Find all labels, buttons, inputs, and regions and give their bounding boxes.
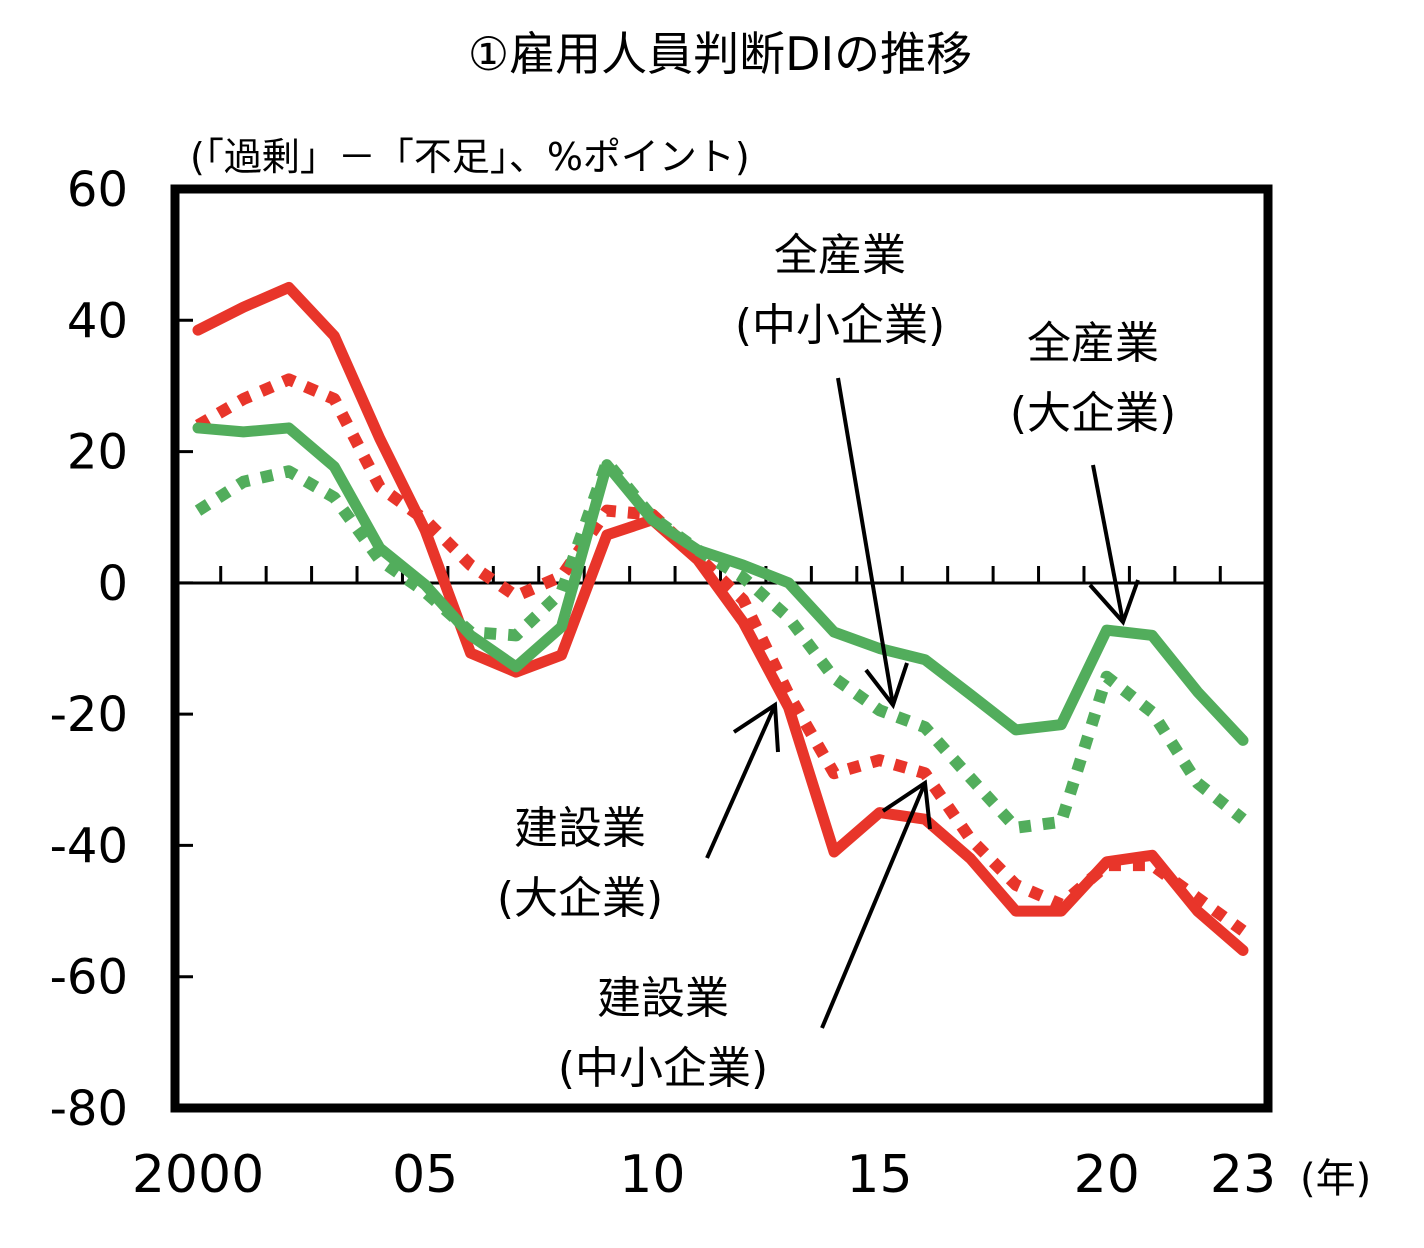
y-tick-label: -80 (50, 1081, 128, 1137)
annotation-construction-large: 建設業 (大企業) (497, 705, 778, 924)
annotation-all-industries-large: 全産業 (大企業) (1010, 318, 1176, 622)
x-tick-label: 10 (619, 1145, 685, 1205)
y-tick-label: 0 (97, 556, 128, 612)
arrow-icon (1090, 465, 1138, 622)
chart-title: ①雇用人員判断DIの推移 (468, 27, 972, 81)
annotation-label: (中小企業) (735, 300, 945, 351)
series-line-1 (198, 379, 1243, 930)
x-tick-label: 20 (1074, 1145, 1140, 1205)
x-tick-label: 05 (392, 1145, 458, 1205)
x-tick-label: 15 (846, 1145, 912, 1205)
arrow-icon (707, 705, 778, 858)
annotation-label: (中小企業) (558, 1043, 768, 1094)
y-tick-label: -60 (50, 950, 128, 1006)
series-line-3 (198, 462, 1243, 828)
x-tick-label: 2000 (132, 1145, 264, 1205)
series-line-0 (198, 287, 1243, 950)
annotation-label: (大企業) (1010, 388, 1176, 439)
x-tick-label: 23 (1210, 1145, 1276, 1205)
annotation-label: 建設業 (514, 803, 646, 854)
annotation-label: 全産業 (1027, 318, 1159, 369)
y-tick-label: 20 (67, 425, 128, 481)
y-tick-label: -20 (50, 687, 128, 743)
y-tick-label: 60 (67, 162, 128, 218)
annotation-label: 全産業 (774, 230, 906, 281)
annotation-label: 建設業 (597, 973, 729, 1024)
annotation-label: (大企業) (497, 873, 663, 924)
x-axis-label: (年) (1300, 1156, 1371, 1202)
y-axis-label: (「過剰」－「不足」、%ポイント) (190, 135, 750, 179)
y-tick-label: 40 (67, 293, 128, 349)
y-tick-label: -40 (50, 818, 128, 874)
